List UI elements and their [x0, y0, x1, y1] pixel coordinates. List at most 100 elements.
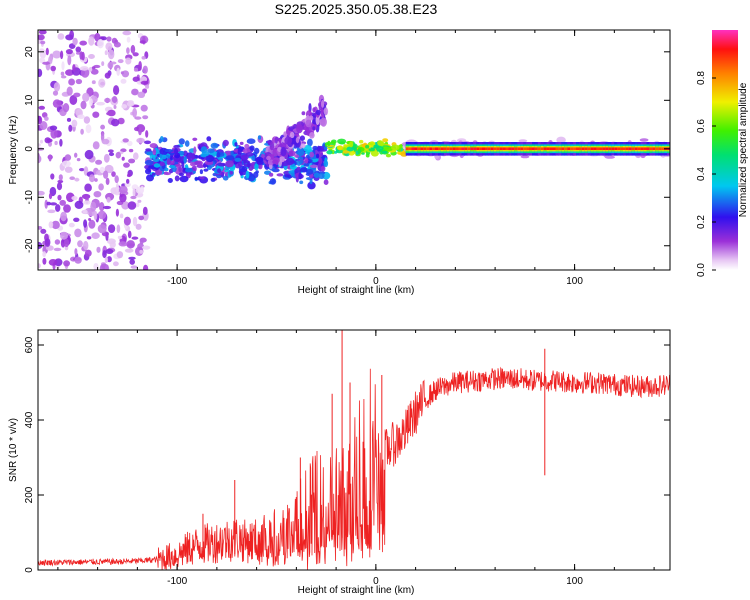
- branch-blob: [321, 99, 325, 109]
- snr-y-tick-label: 400: [24, 411, 35, 428]
- tone-blob: [337, 145, 343, 150]
- noise-blob: [138, 127, 142, 136]
- branch-blob: [280, 146, 287, 157]
- noise-blob: [120, 71, 124, 75]
- noise-blob: [68, 78, 75, 86]
- carrier-band: [467, 147, 471, 151]
- noise-blob: [90, 201, 97, 212]
- cloud-blob: [290, 172, 295, 177]
- noise-blob: [142, 65, 148, 74]
- noise-blob: [111, 171, 116, 177]
- noise-blob: [63, 238, 70, 248]
- colorbar: 0.0 0.2 0.4 0.6 0.8 Normalized spectral ampl…: [696, 30, 749, 277]
- noise-blob: [75, 78, 83, 85]
- noise-blob: [72, 37, 78, 46]
- carrier-band: [579, 147, 583, 151]
- noise-blob: [106, 196, 111, 203]
- tone-blob: [346, 146, 355, 152]
- spectrogram-x-tick-label: 0: [373, 276, 379, 287]
- noise-blob: [48, 154, 52, 162]
- cloud-blob: [159, 153, 163, 159]
- noise-blob: [127, 230, 132, 239]
- carrier-band: [414, 147, 418, 151]
- cloud-blob: [199, 176, 205, 180]
- cloud-blob: [153, 163, 161, 168]
- noise-blob: [52, 90, 59, 96]
- noise-blob: [132, 107, 138, 118]
- noise-blob: [97, 210, 107, 220]
- carrier-band: [614, 147, 618, 151]
- cloud-blob: [253, 171, 259, 178]
- noise-blob: [49, 202, 58, 206]
- noise-blob: [94, 178, 98, 182]
- carrier-halo: [556, 136, 566, 144]
- cloud-blob: [207, 148, 215, 154]
- colorbar-tick-label: 0.2: [696, 215, 707, 229]
- noise-blob: [60, 231, 68, 240]
- branch-blob: [299, 135, 305, 141]
- branch-blob: [301, 111, 306, 116]
- noise-blob: [129, 259, 135, 265]
- spectrogram-y-axis-label: Frequency (Hz): [8, 116, 19, 185]
- noise-blob: [44, 238, 51, 247]
- noise-blob: [44, 116, 49, 121]
- noise-blob: [116, 251, 124, 259]
- cloud-blob: [238, 166, 248, 173]
- cloud-blob: [158, 138, 162, 144]
- cloud-blob: [199, 169, 203, 175]
- cloud-blob: [268, 172, 274, 177]
- noise-blob: [101, 138, 110, 145]
- noise-blob: [85, 124, 92, 134]
- noise-blob: [39, 48, 44, 52]
- noise-blob: [57, 33, 65, 40]
- cloud-blob: [245, 170, 250, 179]
- noise-blob: [76, 51, 81, 55]
- carrier-band: [499, 147, 504, 151]
- cloud-blob: [187, 153, 195, 161]
- noise-blob: [91, 232, 100, 239]
- noise-blob: [38, 105, 45, 110]
- noise-blob: [71, 196, 78, 201]
- cloud-blob: [244, 143, 250, 149]
- noise-blob: [52, 99, 62, 108]
- noise-blob: [104, 264, 110, 270]
- spectrogram-heatmap: [38, 30, 670, 270]
- noise-blob: [107, 61, 114, 69]
- noise-blob: [52, 50, 62, 59]
- noise-blob: [111, 96, 118, 103]
- cloud-blob: [320, 165, 326, 172]
- cloud-blob: [257, 135, 262, 140]
- cloud-blob: [149, 143, 158, 149]
- noise-blob: [118, 241, 128, 247]
- noise-blob: [93, 191, 102, 198]
- carrier-band: [637, 147, 642, 151]
- cloud-blob: [184, 140, 190, 147]
- cloud-blob: [234, 157, 242, 162]
- noise-blob: [79, 168, 85, 172]
- cloud-blob: [178, 166, 182, 173]
- cloud-blob: [173, 144, 181, 148]
- cloud-blob: [235, 163, 241, 169]
- noise-blob: [69, 30, 74, 39]
- colorbar-tick-label: 0.4: [696, 167, 707, 181]
- noise-blob: [139, 238, 144, 245]
- noise-blob: [88, 67, 93, 72]
- noise-blob: [103, 170, 109, 179]
- cloud-blob: [323, 160, 329, 168]
- cloud-blob: [229, 171, 234, 175]
- cloud-blob: [174, 175, 180, 182]
- noise-blob: [138, 215, 145, 221]
- carrier-band: [590, 147, 595, 151]
- cloud-blob: [313, 172, 320, 178]
- noise-blob: [38, 226, 43, 230]
- branch-blob: [323, 107, 329, 116]
- spectrogram-y-tick-label: -20: [24, 238, 35, 253]
- carrier-band: [587, 147, 592, 151]
- noise-blob: [65, 49, 73, 55]
- noise-blob: [38, 143, 41, 147]
- noise-blob: [68, 222, 75, 228]
- spectrogram-y-tick-label: -10: [24, 190, 35, 205]
- tone-blob: [382, 138, 389, 143]
- cloud-blob: [144, 140, 151, 145]
